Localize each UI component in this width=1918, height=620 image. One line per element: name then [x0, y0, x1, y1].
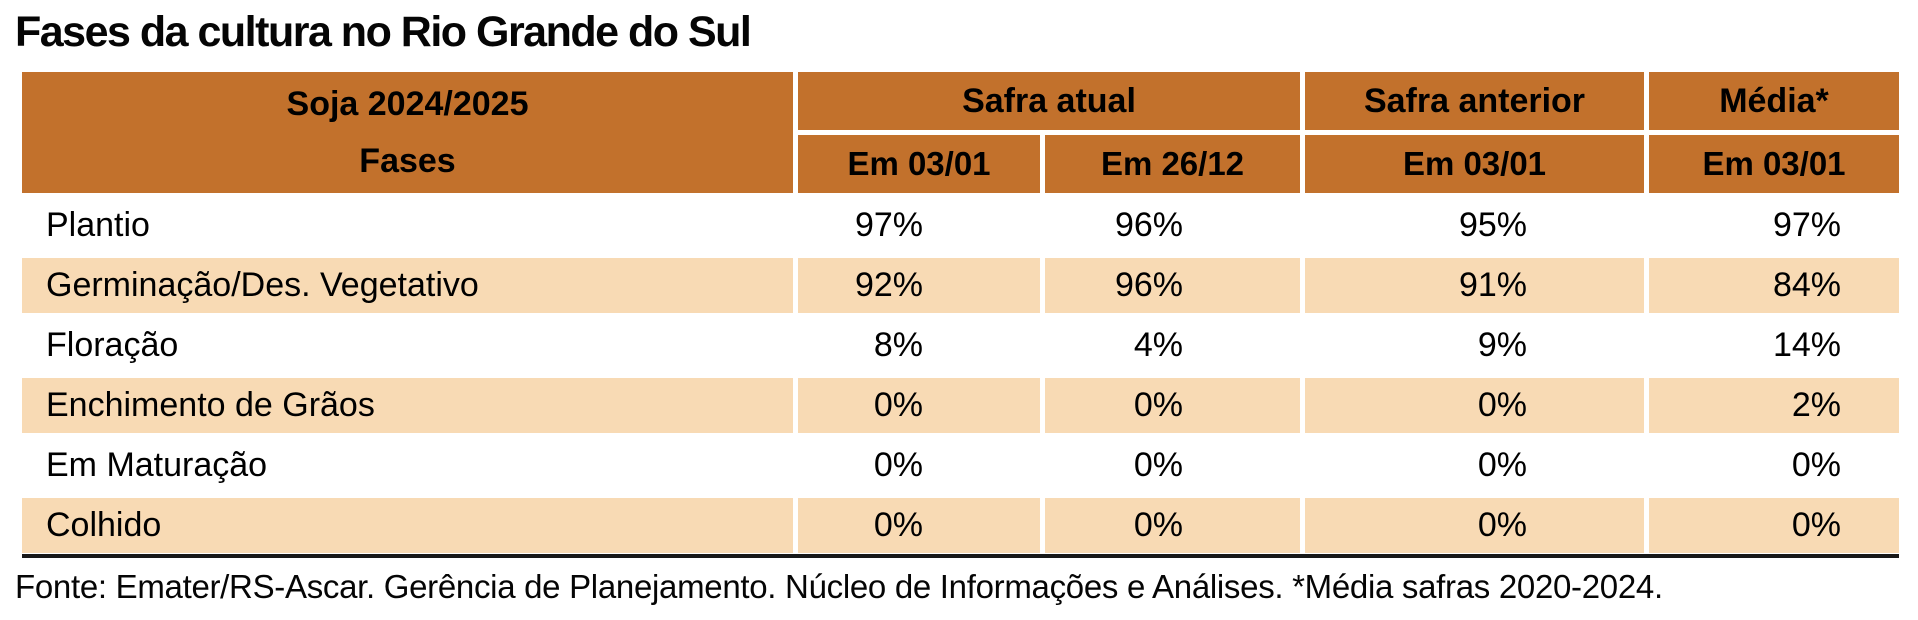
phase-name-cell: Enchimento de Grãos	[22, 378, 793, 434]
value-cell: 96%	[1045, 258, 1300, 314]
corner-header-cell: Soja 2024/2025 Fases	[22, 72, 793, 194]
subheader-date-cell: Em 03/01	[1305, 135, 1644, 194]
value-cell: 14%	[1649, 318, 1899, 374]
group-header-safra-atual: Safra atual	[798, 72, 1300, 131]
phase-name-cell: Colhido	[22, 498, 793, 554]
subheader-date-cell: Em 03/01	[1649, 135, 1899, 194]
source-note: Fonte: Emater/RS-Ascar. Gerência de Plan…	[15, 568, 1663, 606]
phase-name-cell: Floração	[22, 318, 793, 374]
value-cell: 2%	[1649, 378, 1899, 434]
value-cell: 9%	[1305, 318, 1644, 374]
value-cell: 0%	[1045, 438, 1300, 494]
subheader-date-cell: Em 03/01	[798, 135, 1040, 194]
page-title: Fases da cultura no Rio Grande do Sul	[15, 8, 752, 56]
subheader-date-cell: Em 26/12	[1045, 135, 1300, 194]
value-cell: 0%	[1649, 498, 1899, 554]
value-cell: 0%	[798, 498, 1040, 554]
value-cell: 8%	[798, 318, 1040, 374]
value-cell: 91%	[1305, 258, 1644, 314]
value-cell: 0%	[1305, 438, 1644, 494]
value-cell: 96%	[1045, 198, 1300, 254]
phase-name-cell: Plantio	[22, 198, 793, 254]
value-cell: 0%	[798, 378, 1040, 434]
value-cell: 0%	[1045, 498, 1300, 554]
corner-subtitle: Fases	[359, 141, 456, 180]
value-cell: 0%	[1305, 378, 1644, 434]
phases-table: Soja 2024/2025 Fases Safra atual Safra a…	[22, 72, 1899, 559]
group-header-safra-anterior: Safra anterior	[1305, 72, 1644, 131]
value-cell: 0%	[1305, 498, 1644, 554]
value-cell: 0%	[798, 438, 1040, 494]
value-cell: 97%	[1649, 198, 1899, 254]
value-cell: 97%	[798, 198, 1040, 254]
phase-name-cell: Em Maturação	[22, 438, 793, 494]
value-cell: 84%	[1649, 258, 1899, 314]
value-cell: 92%	[798, 258, 1040, 314]
value-cell: 4%	[1045, 318, 1300, 374]
group-header-media: Média*	[1649, 72, 1899, 131]
corner-title: Soja 2024/2025	[286, 85, 529, 124]
phase-name-cell: Germinação/Des. Vegetativo	[22, 258, 793, 314]
value-cell: 0%	[1045, 378, 1300, 434]
value-cell: 0%	[1649, 438, 1899, 494]
value-cell: 95%	[1305, 198, 1644, 254]
